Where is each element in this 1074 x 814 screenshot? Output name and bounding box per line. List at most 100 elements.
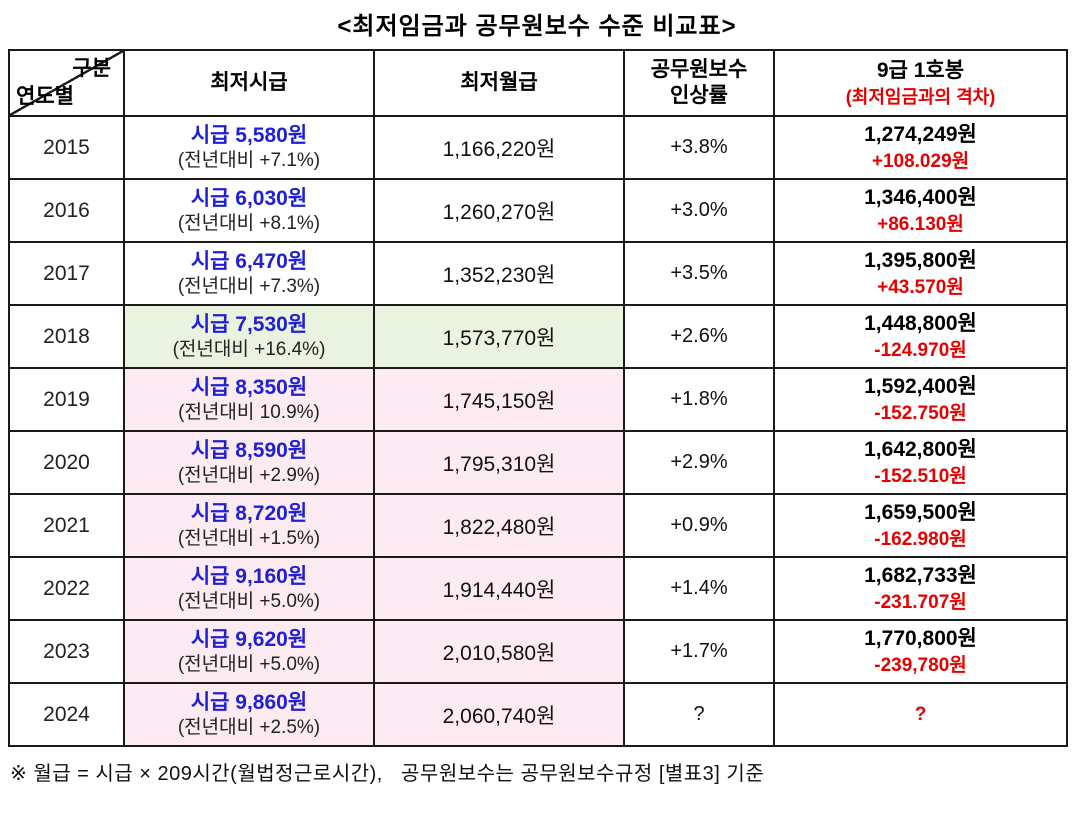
hourly-wage-cell: 시급 7,530원 (전년대비 +16.4%)	[123, 304, 375, 369]
hourly-wage-yoy: (전년대비 +7.1%)	[177, 149, 321, 171]
table-row: 2023 시급 9,620원 (전년대비 +5.0%) 2,010,580원 +…	[8, 619, 1068, 684]
rate-cell: +3.5%	[623, 241, 775, 306]
grade9-cell: 1,395,800원 +43.570원	[773, 241, 1068, 306]
monthly-wage-cell: 1,745,150원	[373, 367, 625, 432]
hourly-wage-yoy: (전년대비 +5.0%)	[177, 590, 321, 612]
rate-cell: +2.6%	[623, 304, 775, 369]
monthly-wage-cell: 1,795,310원	[373, 430, 625, 495]
hourly-wage-value: 시급 6,030원	[190, 186, 308, 210]
rate-cell: ?	[623, 682, 775, 747]
grade9-value: 1,395,800원	[864, 248, 977, 272]
rate-cell: +1.4%	[623, 556, 775, 621]
hourly-wage-cell: 시급 5,580원 (전년대비 +7.1%)	[123, 115, 375, 180]
table-row: 2017 시급 6,470원 (전년대비 +7.3%) 1,352,230원 +…	[8, 241, 1068, 306]
hourly-wage-yoy: (전년대비 +2.5%)	[177, 716, 321, 738]
grade9-cell: 1,642,800원 -152.510원	[773, 430, 1068, 495]
year-cell: 2019	[8, 367, 125, 432]
grade9-value: 1,448,800원	[864, 311, 977, 335]
monthly-wage-cell: 1,914,440원	[373, 556, 625, 621]
grade9-gap-value: -152.510원	[874, 465, 967, 487]
year-cell: 2023	[8, 619, 125, 684]
grade9-value: 1,346,400원	[864, 185, 977, 209]
rate-cell: +3.0%	[623, 178, 775, 243]
hourly-wage-cell: 시급 6,470원 (전년대비 +7.3%)	[123, 241, 375, 306]
grade9-gap-value: ?	[914, 703, 927, 725]
hourly-wage-cell: 시급 8,350원 (전년대비 10.9%)	[123, 367, 375, 432]
hourly-wage-cell: 시급 9,160원 (전년대비 +5.0%)	[123, 556, 375, 621]
year-cell: 2018	[8, 304, 125, 369]
table-row: 2016 시급 6,030원 (전년대비 +8.1%) 1,260,270원 +…	[8, 178, 1068, 243]
footnote: ※ 월급 = 시급 × 209시간(월법정근로시간), 공무원보수는 공무원보수…	[10, 763, 765, 785]
rate-cell: +3.8%	[623, 115, 775, 180]
hourly-wage-value: 시급 8,590원	[190, 438, 308, 462]
table-row: 2018 시급 7,530원 (전년대비 +16.4%) 1,573,770원 …	[8, 304, 1068, 369]
column-header-civil-servant-rate: 공무원보수 인상률	[623, 49, 775, 117]
corner-label-category: 구분	[72, 57, 111, 80]
rate-cell: +2.9%	[623, 430, 775, 495]
table-row: 2019 시급 8,350원 (전년대비 10.9%) 1,745,150원 +…	[8, 367, 1068, 432]
grade9-value: 1,592,400원	[864, 374, 977, 398]
grade9-value: 1,274,249원	[864, 122, 977, 146]
rate-cell: +0.9%	[623, 493, 775, 558]
hourly-wage-yoy: (전년대비 10.9%)	[178, 401, 320, 423]
column-header-monthly-wage: 최저월급	[373, 49, 625, 117]
hourly-wage-value: 시급 8,720원	[190, 501, 308, 525]
grade9-value: 1,682,733원	[864, 563, 977, 587]
grade9-value: 1,770,800원	[864, 626, 977, 650]
grade9-header-subtitle: (최저임금과의 격차)	[845, 86, 996, 107]
monthly-wage-cell: 1,573,770원	[373, 304, 625, 369]
hourly-wage-value: 시급 6,470원	[190, 249, 308, 273]
hourly-wage-value: 시급 9,860원	[190, 690, 308, 714]
column-header-grade9-step1: 9급 1호봉 (최저임금과의 격차)	[773, 49, 1068, 117]
rate-header-line1: 공무원보수	[650, 57, 748, 81]
table-body: 2015 시급 5,580원 (전년대비 +7.1%) 1,166,220원 +…	[8, 115, 1068, 747]
monthly-wage-cell: 1,166,220원	[373, 115, 625, 180]
page-title: <최저임금과 공무원보수 수준 비교표>	[337, 13, 737, 40]
grade9-gap-value: -152.750원	[874, 402, 967, 424]
corner-label-year: 연도별	[16, 84, 74, 108]
hourly-wage-yoy: (전년대비 +2.9%)	[177, 464, 321, 486]
grade9-cell: 1,346,400원 +86.130원	[773, 178, 1068, 243]
grade9-cell: 1,274,249원 +108.029원	[773, 115, 1068, 180]
grade9-gap-value: -162.980원	[874, 528, 967, 550]
grade9-gap-value: +43.570원	[877, 276, 964, 298]
grade9-gap-value: +108.029원	[871, 150, 970, 172]
grade9-gap-value: +86.130원	[877, 213, 964, 235]
page: <최저임금과 공무원보수 수준 비교표> 구분 연도별 최저시급 최저월급 공무…	[8, 13, 1068, 785]
year-cell: 2021	[8, 493, 125, 558]
grade9-value: 1,642,800원	[864, 437, 977, 461]
hourly-wage-value: 시급 5,580원	[190, 123, 308, 147]
table-row: 2024 시급 9,860원 (전년대비 +2.5%) 2,060,740원 ?…	[8, 682, 1068, 747]
table-row: 2015 시급 5,580원 (전년대비 +7.1%) 1,166,220원 +…	[8, 115, 1068, 180]
hourly-wage-cell: 시급 8,720원 (전년대비 +1.5%)	[123, 493, 375, 558]
year-cell: 2016	[8, 178, 125, 243]
grade9-cell: 1,448,800원 -124.970원	[773, 304, 1068, 369]
grade9-header-label: 9급 1호봉	[876, 58, 965, 82]
year-cell: 2022	[8, 556, 125, 621]
hourly-wage-yoy: (전년대비 +8.1%)	[177, 212, 321, 234]
year-cell: 2017	[8, 241, 125, 306]
year-cell: 2024	[8, 682, 125, 747]
hourly-wage-cell: 시급 6,030원 (전년대비 +8.1%)	[123, 178, 375, 243]
hourly-wage-yoy: (전년대비 +5.0%)	[177, 653, 321, 675]
column-header-hourly-wage: 최저시급	[123, 49, 375, 117]
grade9-cell: 1,682,733원 -231.707원	[773, 556, 1068, 621]
grade9-value: 1,659,500원	[864, 500, 977, 524]
year-cell: 2020	[8, 430, 125, 495]
monthly-wage-cell: 1,260,270원	[373, 178, 625, 243]
hourly-wage-yoy: (전년대비 +16.4%)	[172, 338, 326, 360]
table-row: 2021 시급 8,720원 (전년대비 +1.5%) 1,822,480원 +…	[8, 493, 1068, 558]
hourly-wage-cell: 시급 8,590원 (전년대비 +2.9%)	[123, 430, 375, 495]
corner-header-cell: 구분 연도별	[8, 49, 125, 117]
hourly-wage-value: 시급 7,530원	[190, 312, 308, 336]
table-row: 2022 시급 9,160원 (전년대비 +5.0%) 1,914,440원 +…	[8, 556, 1068, 621]
grade9-cell: 1,659,500원 -162.980원	[773, 493, 1068, 558]
grade9-gap-value: -239,780원	[874, 654, 967, 676]
grade9-cell: 1,592,400원 -152.750원	[773, 367, 1068, 432]
hourly-wage-yoy: (전년대비 +1.5%)	[177, 527, 321, 549]
monthly-wage-cell: 1,822,480원	[373, 493, 625, 558]
grade9-cell: ?	[773, 682, 1068, 747]
grade9-cell: 1,770,800원 -239,780원	[773, 619, 1068, 684]
hourly-wage-value: 시급 8,350원	[190, 375, 308, 399]
grade9-gap-value: -124.970원	[874, 339, 967, 361]
